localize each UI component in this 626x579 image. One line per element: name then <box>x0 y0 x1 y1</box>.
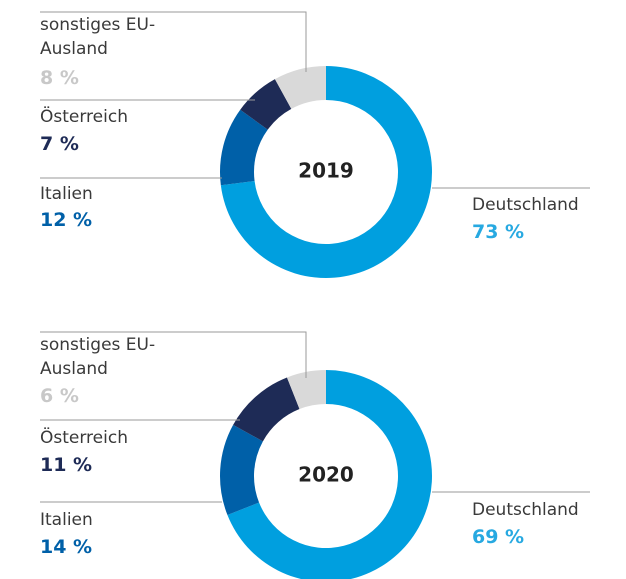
donut-segment <box>274 66 326 109</box>
value-label: 12 % <box>40 209 93 231</box>
donut-segment <box>220 109 268 186</box>
donut-segment <box>220 424 263 516</box>
category-label: Österreich <box>40 428 128 448</box>
category-label: Italien <box>40 184 93 204</box>
category-label: Italien <box>40 510 93 530</box>
value-label: 73 % <box>472 221 525 243</box>
category-label: sonstiges EU-Ausland <box>40 15 156 59</box>
center-label: 2020 <box>298 463 354 487</box>
leader-line <box>40 331 307 378</box>
value-label: 69 % <box>472 526 525 548</box>
donut-segment <box>233 377 300 442</box>
value-label: 14 % <box>40 536 93 558</box>
category-label: Deutschland <box>472 500 579 520</box>
category-label: Österreich <box>40 107 128 127</box>
donut-segment <box>286 369 326 410</box>
category-label: sonstiges EU-Ausland <box>40 335 156 379</box>
center-label: 2019 <box>298 159 354 183</box>
donut-segment <box>220 66 432 278</box>
category-label: Deutschland <box>472 195 579 215</box>
value-label: 6 % <box>40 385 79 407</box>
value-label: 8 % <box>40 67 79 89</box>
donut-segment <box>227 370 432 579</box>
value-label: 11 % <box>40 454 93 476</box>
leader-line <box>40 11 307 72</box>
donut-segment <box>240 79 292 130</box>
value-label: 7 % <box>40 133 79 155</box>
